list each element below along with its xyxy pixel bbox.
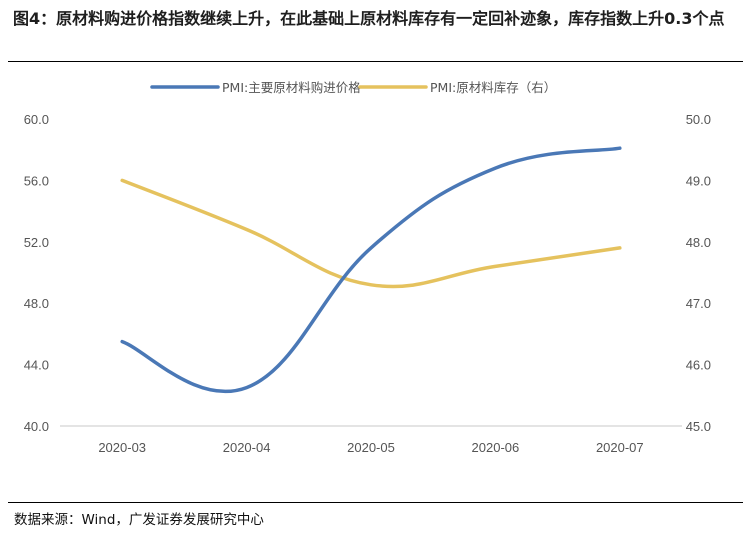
y-left-tick-label: 40.0	[24, 419, 49, 434]
y-left-tick-label: 52.0	[24, 235, 49, 250]
series-layer	[120, 146, 622, 394]
x-tick-label: 2020-07	[596, 440, 644, 455]
legend: PMI:主要原材料购进价格 PMI:原材料库存（右）	[150, 80, 556, 95]
top-rule	[8, 61, 743, 62]
source-note: 数据来源：Wind，广发证券发展研究中心	[14, 512, 264, 528]
y-right-tick-label: 50.0	[686, 112, 711, 127]
x-tick-label: 2020-03	[98, 440, 146, 455]
y-left-tick-label: 48.0	[24, 296, 49, 311]
chart-title: 图4：原材料购进价格指数继续上升，在此基础上原材料库存有一定回补迹象，库存指数上…	[13, 9, 725, 28]
legend-label: PMI:主要原材料购进价格	[222, 80, 361, 95]
y-left-tick-label: 44.0	[24, 358, 49, 373]
legend-label: PMI:原材料库存（右）	[430, 80, 556, 95]
y-right-tick-label: 45.0	[686, 419, 711, 434]
y-right-tick-label: 46.0	[686, 358, 711, 373]
y-right-tick-label: 49.0	[686, 173, 711, 188]
x-tick-label: 2020-05	[347, 440, 395, 455]
bottom-rule	[8, 502, 743, 503]
x-tick-label: 2020-06	[472, 440, 520, 455]
y-right-tick-label: 48.0	[686, 235, 711, 250]
y-left-tick-label: 56.0	[24, 173, 49, 188]
series-line-purchase-price	[120, 146, 622, 394]
y-right-tick-label: 47.0	[686, 296, 711, 311]
x-tick-label: 2020-04	[223, 440, 271, 455]
axes: 40.0 44.0 48.0 52.0 56.0 60.0 45.0 46.0 47.0 48.0…	[24, 112, 711, 455]
y-left-tick-label: 60.0	[24, 112, 49, 127]
series-line-inventory	[120, 178, 622, 289]
